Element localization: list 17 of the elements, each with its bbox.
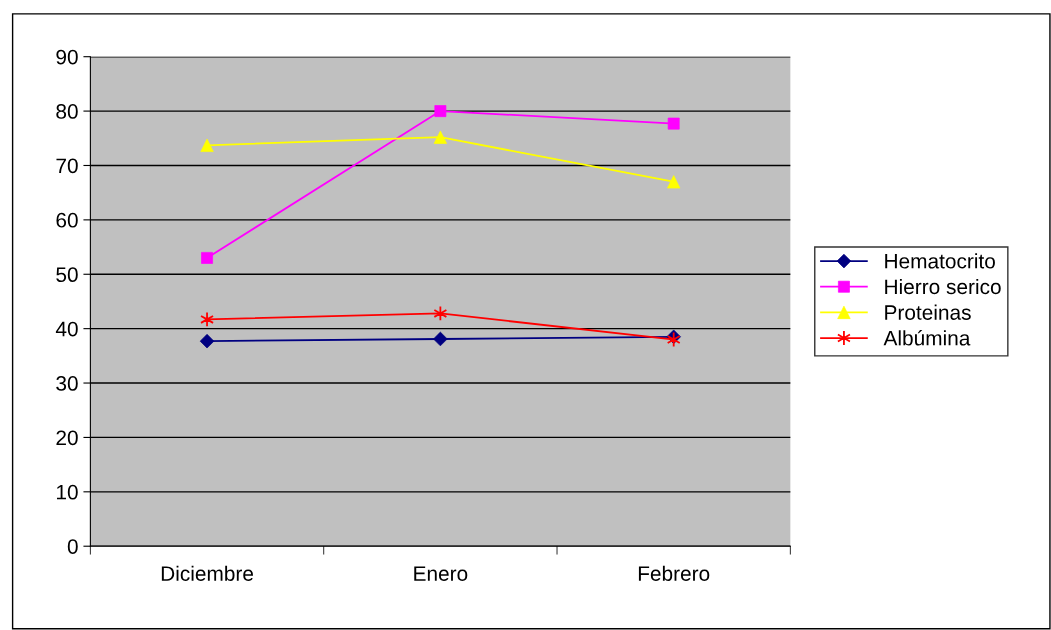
x-tick-label: Febrero — [638, 565, 710, 581]
legend-label: Proteinas — [885, 304, 971, 320]
legend-label: Hierro serico — [885, 278, 1001, 295]
y-tick-label: 30 — [56, 376, 78, 391]
legend-label: Albúmina — [883, 330, 971, 346]
y-tick-label: 80 — [56, 104, 78, 119]
y-tick-label: 90 — [56, 49, 78, 65]
y-tick-label: 60 — [56, 212, 78, 228]
x-tick-label: Diciembre — [161, 565, 254, 581]
x-tick-label: Enero — [414, 566, 468, 581]
y-tick-label: 0 — [67, 539, 78, 554]
y-tick-label: 40 — [55, 321, 78, 337]
y-tick-label: 70 — [56, 158, 78, 174]
y-tick-label: 20 — [56, 430, 78, 446]
legend-label: Hematocrito — [885, 253, 995, 269]
y-tick-label: 50 — [56, 267, 78, 283]
y-tick-label: 10 — [57, 484, 78, 500]
